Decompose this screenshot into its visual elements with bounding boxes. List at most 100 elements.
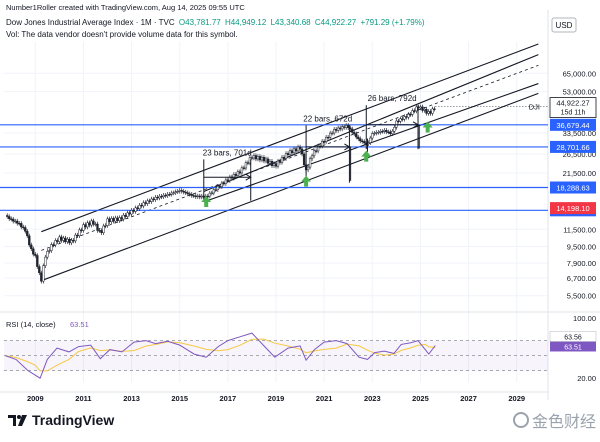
candle-body [84,224,87,228]
candle-body [106,218,109,226]
candle-body [26,231,29,237]
y-tick-label: 33,500.00 [563,129,596,138]
candle-body [130,210,133,215]
candle-body [192,195,195,197]
candle-body [182,191,185,193]
candle-body [118,217,121,221]
candle-body [56,240,59,242]
candle-body [150,198,153,202]
x-tick-label: 2027 [460,394,477,403]
x-tick-label: 2021 [316,394,333,403]
candle-body [6,215,9,217]
candle-body [48,250,51,252]
candle-body [282,156,286,159]
candle-body [405,116,408,118]
change-value: +791.29 (+1.79%) [360,18,425,27]
last-price-label: 44,922.27 [556,99,589,108]
candle-body [314,150,318,152]
candle-body [214,189,217,191]
candle-body [146,200,149,204]
candle-body [403,116,406,120]
candle-body [36,255,39,267]
candle-body [306,166,310,171]
candle-body [78,229,81,236]
candle-body [359,138,362,142]
candle-body [114,217,117,222]
candle-body [397,120,400,123]
candle-body [262,157,266,162]
x-tick-label: 2029 [508,394,525,403]
candle-body [120,217,123,220]
candle-body [144,202,147,204]
candle-body [46,251,49,258]
candle-body [294,148,298,152]
symbol-header: Dow Jones Industrial Average Index · 1M … [6,18,427,27]
candle-body [132,210,135,212]
candle-body [110,218,113,222]
x-tick-label: 2011 [75,394,91,403]
y-tick-label: 6,700.00 [567,274,596,283]
candle-body [296,146,300,152]
candle-body [138,204,141,209]
candle-body [154,196,157,200]
candle-body [274,163,278,167]
candle-body [108,218,111,222]
x-tick-label: 2013 [123,394,140,403]
candle-body [140,204,143,207]
candle-body [122,214,125,220]
candle-body [383,130,386,132]
rsi-tick-label: 20.00 [577,374,596,383]
measure-label: 23 bars, 701d [203,148,252,157]
y-tick-label: 11,500.00 [563,225,596,234]
candle-body [220,182,223,187]
candle-body [44,256,47,267]
candle-body [188,193,191,195]
candle-body [160,195,163,198]
candle-body [270,161,274,166]
measure-arrow-head [412,121,419,129]
candle-body [312,150,316,157]
candle-body [401,118,404,120]
channel-mid-line [41,64,539,251]
candle-body [136,207,139,209]
candle-body [339,127,342,130]
candle-body [216,186,219,191]
candle-body [411,110,414,115]
candle-body [333,129,336,134]
candle-body [82,224,85,231]
candle-body [300,148,304,155]
candle-body [24,227,27,232]
candle-body [391,130,394,135]
candle-body [324,136,328,142]
candle-body [40,272,43,282]
candle-body [168,193,171,196]
rsi-ma-line [5,338,436,372]
candle-body [190,194,193,196]
candle-body [184,191,187,194]
candle-body [335,129,338,131]
y-tick-label: 26,500.00 [563,150,596,159]
candle-body [54,240,57,246]
candle-body [238,171,242,174]
red-level-tag-label: 14,198.10 [556,204,589,213]
rsi-value-tag-label: 63.51 [564,344,582,351]
candle-body [194,195,197,197]
candle-body [320,141,324,147]
candle-body [70,240,73,244]
candle-body [158,195,161,199]
x-tick-label: 2025 [412,394,429,403]
x-tick-label: 2023 [364,394,381,403]
candle-body [264,158,268,162]
candle-body [156,196,159,199]
candle-body [236,171,240,176]
candle-body [198,195,201,198]
tradingview-logo[interactable]: TradingView [8,412,114,428]
candle-body [258,156,262,161]
x-tick-label: 2015 [171,394,188,403]
candle-body [50,244,53,251]
candle-body [327,136,330,139]
candle-body [8,216,11,219]
candle-body [373,132,376,135]
y-tick-label: 9,500.00 [567,243,596,252]
